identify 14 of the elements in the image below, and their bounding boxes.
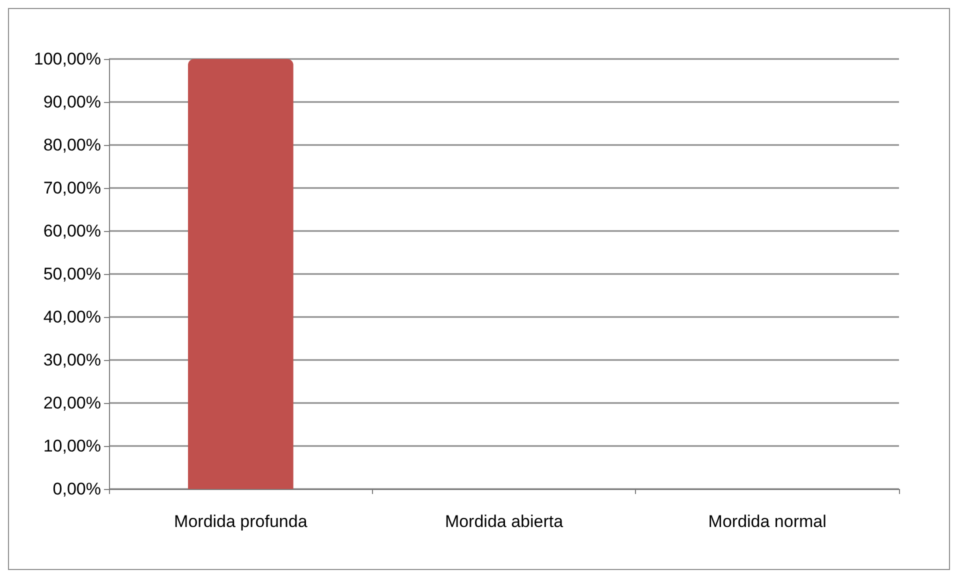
y-tick-label: 30,00% [43, 350, 101, 370]
y-tick-label: 60,00% [43, 222, 101, 240]
y-tick-label: 70,00% [43, 178, 101, 198]
y-tick-label: 40,00% [43, 308, 101, 326]
x-tick-label: Mordida normal [708, 512, 826, 531]
y-tick-label: 10,00% [43, 436, 101, 456]
y-tick-label: 20,00% [43, 394, 101, 412]
y-tick-label: 90,00% [43, 92, 101, 112]
y-tick-label: 80,00% [43, 136, 101, 154]
x-tick-label: Mordida profunda [174, 512, 308, 531]
y-tick-label: 50,00% [43, 264, 101, 284]
y-tick-label: 0,00% [52, 480, 101, 498]
x-tick-label: Mordida abierta [444, 512, 564, 531]
y-tick-label: 100,00% [34, 50, 101, 68]
